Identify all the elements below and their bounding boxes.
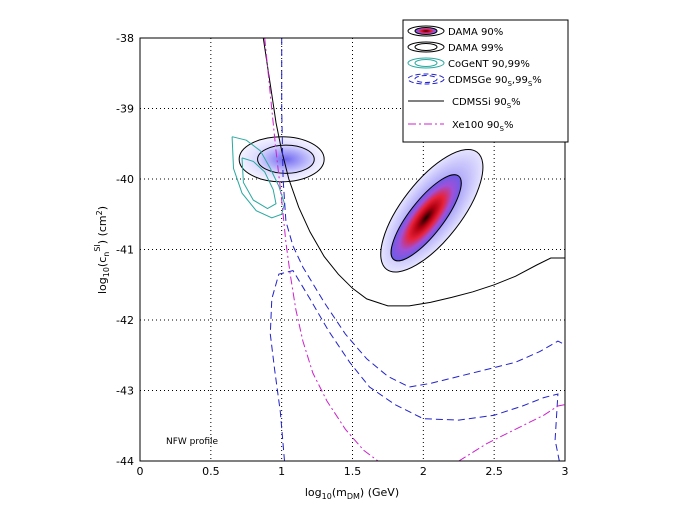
legend-entry-dama90: DAMA 90%: [407, 25, 503, 38]
legend-label-dama90: DAMA 90%: [448, 27, 503, 38]
y-axis-ticks: -38 -39 -40 -41 -42 -43 -44: [116, 32, 134, 468]
annotation-nfw: NFW profile: [166, 437, 219, 447]
cogent-99-contour: [231, 136, 286, 219]
y-tick-label: -43: [116, 385, 134, 398]
x-axis-ticks: 0 0.5 1 1.5 2 2.5 3: [137, 465, 569, 478]
cdmsge-90-curve: [281, 38, 565, 388]
legend-entry-cdmsge: CDMSGe 90S,99S%: [407, 73, 542, 88]
legend-label-cogent: CoGeNT 90,99%: [448, 59, 530, 70]
legend-entry-cdmssi: CDMSSi 90S%: [408, 97, 521, 110]
legend-entry-cogent: CoGeNT 90,99%: [407, 57, 530, 70]
x-tick-label: 3: [562, 465, 569, 478]
x-axis-label: log10(mDM) (GeV): [305, 486, 399, 501]
x-tick-label: 1.5: [344, 465, 362, 478]
y-tick-label: -42: [116, 314, 134, 327]
y-tick-label: -38: [116, 32, 134, 45]
dama-low-90-region: [257, 144, 315, 174]
legend-entry-dama99: DAMA 99%: [407, 41, 503, 54]
xe100-90-tail-curve: [458, 404, 565, 461]
legend-label-cdmsge: CDMSGe 90S,99S%: [448, 75, 542, 88]
x-tick-label: 1: [278, 465, 285, 478]
cdmsge-99-curve: [269, 270, 560, 461]
x-tick-label: 2.5: [485, 465, 503, 478]
plot-frame: [139, 37, 566, 462]
legend: DAMA 90% DAMA 99% CoGeNT 90,99% CDMSGe 9…: [402, 19, 569, 143]
legend-label-dama99: DAMA 99%: [448, 43, 503, 54]
y-tick-label: -41: [116, 244, 134, 257]
xe100-90-curve: [264, 38, 379, 461]
y-tick-label: -39: [116, 103, 134, 116]
grid: [140, 38, 565, 461]
legend-label-xe100: Xe100 90S%: [452, 120, 514, 133]
legend-entry-xe100: Xe100 90S%: [408, 120, 514, 133]
x-tick-label: 0.5: [202, 465, 220, 478]
x-tick-label: 0: [137, 465, 144, 478]
legend-label-cdmssi: CDMSSi 90S%: [452, 97, 521, 110]
y-axis-label: log10(cnSI) (cm2): [93, 206, 111, 294]
y-tick-label: -40: [116, 173, 134, 186]
x-tick-label: 2: [420, 465, 427, 478]
y-tick-label: -44: [116, 455, 134, 468]
cdmssi-90-curve: [262, 38, 565, 307]
dama-high-90-region: [390, 174, 462, 262]
cogent-90-contour: [241, 157, 277, 210]
